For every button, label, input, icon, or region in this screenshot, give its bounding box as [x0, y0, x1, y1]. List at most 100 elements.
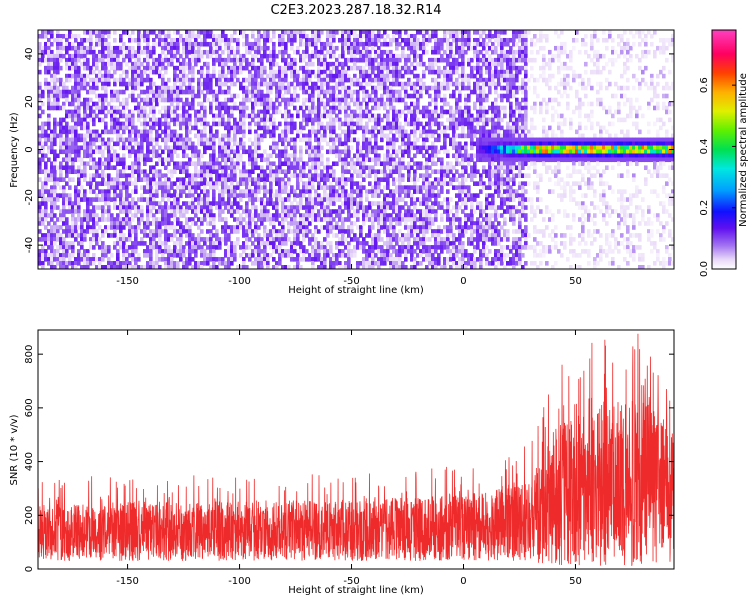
spectrogram-cell: [200, 261, 204, 266]
spectrogram-cell: [155, 149, 159, 155]
spectrogram-cell: [230, 209, 234, 214]
spectrogram-cell: [146, 97, 150, 103]
spectrogram-cell: [398, 149, 402, 155]
spectrogram-cell: [227, 57, 231, 63]
spectrogram-cell: [368, 181, 372, 186]
spectrogram-cell: [119, 221, 123, 226]
spectrogram-cell: [290, 173, 294, 178]
spectrogram-cell: [233, 137, 237, 143]
spectrogram-cell: [59, 165, 63, 171]
spectrogram-cell: [110, 105, 114, 111]
spectrogram-cell: [380, 261, 384, 266]
spectrogram-cell: [146, 177, 150, 182]
spectrogram-cell: [302, 181, 306, 186]
spectrogram-cell: [176, 113, 180, 119]
spectrogram-cell: [176, 37, 180, 43]
spectrogram-cell: [62, 177, 66, 182]
spectrogram-cell: [338, 81, 342, 87]
spectrogram-cell: [134, 249, 138, 254]
spectrogram-cell: [299, 249, 303, 254]
spectrogram-cell: [257, 141, 261, 147]
spectrogram-cell: [386, 213, 390, 218]
spectrogram-cell: [347, 153, 351, 159]
spectrogram-cell: [182, 109, 186, 115]
spectrogram-cell: [380, 57, 384, 63]
spectrogram-cell: [158, 229, 162, 234]
spectrogram-cell: [281, 189, 285, 194]
spectrogram-cell: [68, 89, 72, 95]
spectrogram-cell: [224, 217, 228, 222]
spectrogram-cell: [257, 81, 261, 87]
spectrogram-cell: [41, 249, 45, 254]
spectrogram-cell: [65, 197, 69, 202]
spectrogram-cell: [341, 65, 345, 71]
spectrogram-cell: [353, 161, 357, 167]
spectrogram-cell: [284, 149, 288, 155]
spectrogram-cell: [293, 233, 297, 238]
spectrogram-cell: [362, 45, 366, 51]
spectrogram-cell: [155, 133, 159, 139]
spectrogram-cell: [359, 181, 363, 186]
spectrogram-cell: [245, 205, 249, 210]
spectrogram-cell: [218, 53, 222, 59]
spectrogram-cell: [362, 145, 366, 151]
spectrogram-cell: [296, 209, 300, 214]
spectrogram-cell: [284, 161, 288, 167]
spectrogram-cell: [38, 213, 42, 218]
spectrogram-cell: [368, 245, 372, 250]
spectrogram-cell: [317, 49, 321, 55]
spectrogram-cell: [47, 177, 51, 182]
spectrogram-cell: [71, 101, 75, 107]
spectrogram-cell: [92, 149, 96, 155]
spectrogram-cell: [284, 65, 288, 71]
spectrogram-cell: [155, 173, 159, 178]
spectrogram-cell: [38, 169, 42, 174]
spectrogram-cell: [137, 253, 141, 258]
spectrogram-cell: [209, 30, 213, 35]
spectrogram-cell: [95, 85, 99, 91]
spectrogram-cell: [293, 57, 297, 63]
spectrogram-cell: [119, 137, 123, 143]
spectrogram-cell: [101, 209, 105, 214]
spectrogram-cell: [50, 201, 54, 206]
spectrogram-cell: [263, 149, 267, 155]
spectrogram-cell: [227, 117, 231, 123]
spectrogram-cell: [257, 33, 261, 39]
spectrogram-cell: [311, 265, 315, 269]
spectrogram-cell: [80, 253, 84, 258]
spectrogram-cell: [194, 169, 198, 174]
spectrogram-cell: [230, 45, 234, 51]
spectrogram-cell: [320, 30, 324, 35]
spectrogram-cell: [260, 73, 264, 79]
spectrogram-cell: [212, 93, 216, 99]
spectrogram-cell: [227, 69, 231, 75]
spectrogram-cell: [254, 189, 258, 194]
spectrogram-cell: [167, 125, 171, 131]
spectrogram-cell: [140, 241, 144, 246]
spectrogram-cell: [383, 49, 387, 55]
spectrogram-cell: [299, 153, 303, 159]
spectrogram-cell: [386, 93, 390, 99]
spectrogram-cell: [347, 37, 351, 43]
spectrogram-cell: [143, 185, 147, 190]
spectrogram-cell: [374, 233, 378, 238]
spectrogram-cell: [218, 69, 222, 75]
spectrogram-cell: [272, 249, 276, 254]
spectrogram-cell: [167, 85, 171, 91]
spectrogram-cell: [182, 185, 186, 190]
spectrogram-cell: [74, 69, 78, 75]
spectrogram-cell: [59, 125, 63, 131]
spectrogram-cell: [281, 73, 285, 79]
spectrogram-cell: [296, 201, 300, 206]
spectrogram-cell: [281, 37, 285, 43]
spectrogram-cell: [371, 145, 375, 151]
spectrogram-cell: [44, 133, 48, 139]
spectrogram-cell: [329, 197, 333, 202]
spectrogram-cell: [128, 265, 132, 269]
spectrogram-cell: [53, 173, 57, 178]
spectrogram-cell: [356, 241, 360, 246]
spectrogram-cell: [95, 205, 99, 210]
spectrogram-cell: [65, 41, 69, 47]
spectrogram-cell: [149, 261, 153, 266]
spectrogram-cell: [101, 117, 105, 123]
